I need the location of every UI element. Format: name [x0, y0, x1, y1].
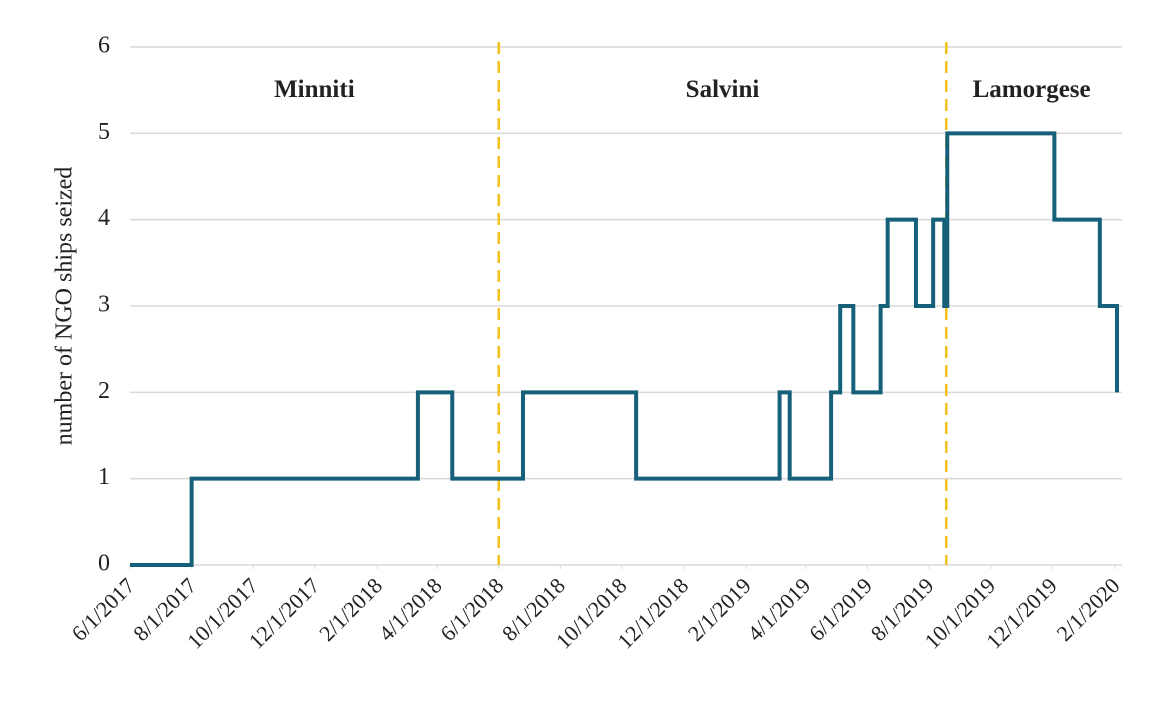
y-tick-label: 4: [98, 205, 110, 231]
period-label: Minniti: [274, 76, 355, 103]
period-label: Lamorgese: [973, 76, 1091, 103]
data-line: [130, 131, 1119, 567]
y-tick-label: 0: [98, 551, 110, 577]
y-tick-label: 3: [98, 292, 110, 318]
y-tick-label: 5: [98, 119, 110, 145]
y-tick-label: 1: [98, 464, 110, 490]
y-tick-label: 6: [98, 33, 110, 59]
period-label: Salvini: [686, 76, 760, 103]
y-axis-label: number of NGO ships seized: [52, 167, 78, 446]
y-tick-label: 2: [98, 378, 110, 404]
